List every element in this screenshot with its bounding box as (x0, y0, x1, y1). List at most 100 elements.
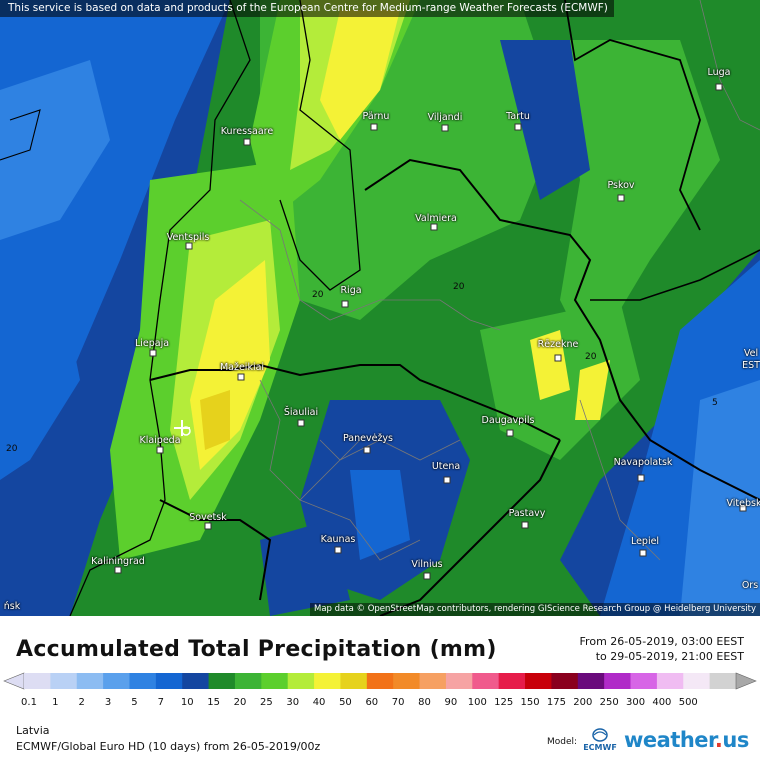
scale-label: 250 (599, 697, 619, 708)
scale-swatch (366, 673, 394, 689)
scale-swatch (709, 673, 737, 689)
city-label-viljandi[interactable]: Viljandi (427, 112, 463, 123)
scale-swatch (129, 673, 157, 689)
city-label-rezekne[interactable]: Rēzekne (537, 339, 579, 350)
city-label-panevezys[interactable]: Panevėžys (342, 433, 394, 444)
scale-swatch (683, 673, 711, 689)
scale-label: 125 (494, 697, 514, 708)
city-label-edge: EST (742, 360, 760, 371)
city-marker (514, 123, 522, 131)
city-marker (430, 223, 438, 231)
weather-us-logo[interactable]: weather.us (624, 728, 749, 752)
date-from: From 26-05-2019, 03:00 EEST (579, 635, 744, 648)
city-marker (554, 354, 562, 362)
city-marker (341, 300, 349, 308)
scale-swatch (656, 673, 684, 689)
scale-label: 25 (259, 697, 273, 708)
scale-swatch (472, 673, 500, 689)
scale-label: 0.1 (21, 697, 37, 708)
city-label-vitebsk[interactable]: Vitebsk (726, 498, 760, 509)
scale-label: 50 (339, 697, 352, 708)
city-label-navapolatsk[interactable]: Navapolatsk (613, 457, 673, 468)
scale-label: 20 (233, 697, 247, 708)
city-label-lepiel[interactable]: Lepiel (630, 536, 660, 547)
city-marker (423, 572, 431, 580)
city-label-kuressaare[interactable]: Kuressaare (220, 126, 274, 137)
city-marker (443, 476, 451, 484)
city-label-pastavy[interactable]: Pastavy (508, 508, 546, 519)
city-label-kaliningrad[interactable]: Kaliningrad (91, 556, 145, 567)
city-marker (156, 446, 164, 454)
contour-label: 5 (712, 398, 718, 408)
scale-label: 90 (444, 697, 458, 708)
city-label-edge: ńsk (3, 601, 21, 612)
scale-label: 1 (52, 697, 59, 708)
scale-arrow-right (735, 672, 757, 690)
city-label-sovetsk[interactable]: Sovetsk (189, 512, 227, 523)
region-label: Latvia (16, 724, 50, 737)
scale-label: 70 (391, 697, 405, 708)
crosshair-icon[interactable] (172, 418, 192, 438)
scale-swatch (525, 673, 552, 689)
city-marker (334, 546, 342, 554)
scale-label: 500 (678, 697, 698, 708)
scale-swatch (287, 673, 315, 689)
city-label-ventspils[interactable]: Ventspils (166, 232, 210, 243)
city-label-luga[interactable]: Luga (707, 67, 731, 78)
ecmwf-globe-icon (592, 728, 608, 742)
city-label-mazeikiai[interactable]: Mažeikiai (219, 362, 265, 373)
city-marker (739, 504, 747, 512)
city-label-tartu[interactable]: Tartu (506, 111, 530, 122)
scale-swatch (208, 673, 236, 689)
city-marker (243, 138, 251, 146)
city-label-daugavpils[interactable]: Daugavpils (481, 415, 535, 426)
city-label-vilnius[interactable]: Vilnius (411, 559, 443, 570)
scale-label: 200 (573, 697, 593, 708)
city-label-liepaja[interactable]: Liepaja (134, 338, 170, 349)
scale-swatch (76, 673, 104, 689)
scale-label: 15 (207, 697, 220, 708)
map-canvas (0, 0, 760, 616)
scale-label: 7 (157, 697, 165, 708)
contour-label: 20 (6, 444, 18, 454)
model-info: ECMWF/Global Euro HD (10 days) from 26-0… (16, 740, 321, 753)
scale-swatch (445, 673, 473, 689)
scale-label: 400 (652, 697, 672, 708)
scale-label: 40 (312, 697, 326, 708)
chart-title: Accumulated Total Precipitation (mm) (16, 637, 497, 662)
city-label-kaunas[interactable]: Kaunas (320, 534, 356, 545)
scale-label: 175 (546, 697, 566, 708)
date-range: From 26-05-2019, 03:00 EEST to 29-05-201… (580, 634, 744, 664)
city-label-pskov[interactable]: Pskov (607, 180, 635, 191)
ecmwf-banner: This service is based on data and produc… (0, 0, 614, 17)
city-marker (617, 194, 625, 202)
city-label-parnu[interactable]: Pärnu (362, 111, 390, 122)
contour-label: 20 (585, 352, 597, 362)
city-label-riga[interactable]: Riga (340, 285, 362, 296)
color-scale (3, 672, 757, 690)
ecmwf-logo-text: ECMWF (583, 743, 617, 752)
scale-swatch (103, 673, 130, 689)
city-marker (185, 242, 193, 250)
scale-swatch (551, 673, 579, 689)
scale-label: 5 (131, 697, 138, 708)
precipitation-map[interactable]: This service is based on data and produc… (0, 0, 760, 616)
scale-swatch (234, 673, 262, 689)
model-label: Model: (547, 737, 578, 747)
city-label-klaipeda[interactable]: Klaipeda (139, 435, 181, 446)
city-marker (149, 349, 157, 357)
logo-part2: us (722, 728, 749, 752)
city-label-utena[interactable]: Utena (431, 461, 461, 472)
city-marker (114, 566, 122, 574)
city-label-valmiera[interactable]: Valmiera (415, 213, 457, 224)
scale-label: 300 (625, 697, 646, 708)
scale-swatch (393, 673, 421, 689)
scale-swatch (630, 673, 658, 689)
scale-arrow-left (3, 672, 25, 690)
contour-label: 20 (453, 282, 465, 292)
city-marker (441, 124, 449, 132)
city-marker (363, 446, 371, 454)
city-label-siauliai[interactable]: Šiauliai (283, 407, 319, 418)
date-to: to 29-05-2019, 21:00 EEST (595, 650, 744, 663)
scale-swatch (577, 673, 605, 689)
